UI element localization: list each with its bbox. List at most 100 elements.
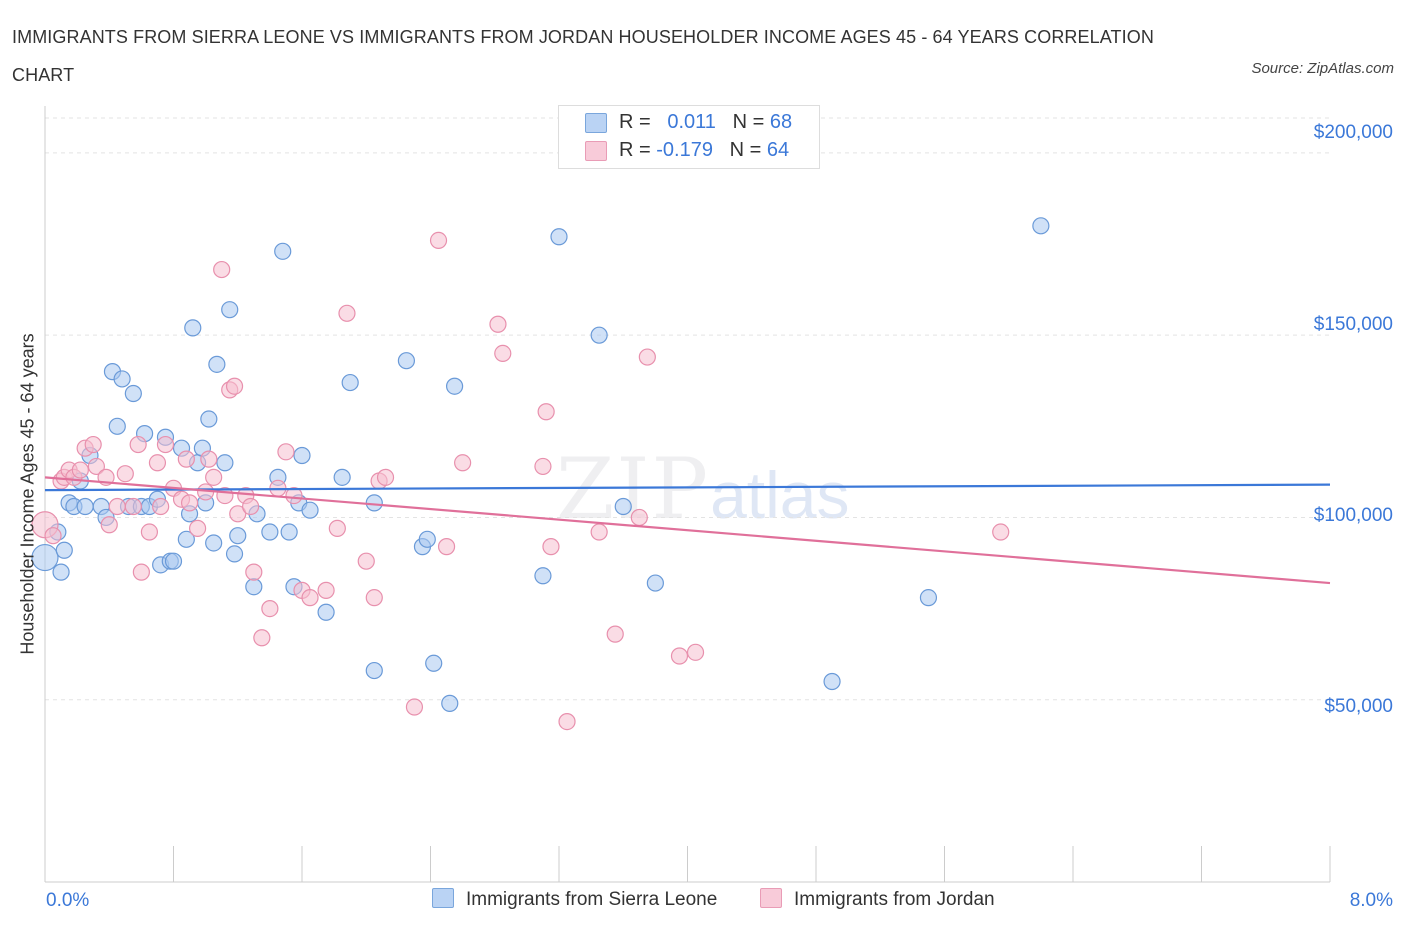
point-sierra-leone-59 — [534, 567, 552, 585]
point-sierra-leone-47 — [301, 501, 319, 519]
point-sierra-leone-56 — [425, 654, 443, 672]
y-tick-label-150000: $150,000 — [1313, 314, 1393, 335]
point-sierra-leone-48 — [317, 603, 335, 621]
point-jordan-64 — [638, 348, 656, 366]
legend-n-value: 68 — [769, 111, 793, 133]
legend-n-value: 64 — [766, 139, 790, 161]
point-jordan-66 — [686, 643, 705, 661]
point-jordan-38 — [261, 599, 279, 618]
point-sierra-leone-63 — [646, 574, 664, 592]
point-sierra-leone-3 — [55, 541, 73, 559]
point-jordan-59 — [542, 538, 560, 556]
point-sierra-leone-13 — [113, 370, 131, 388]
point-jordan-47 — [357, 552, 375, 570]
source-label: Source: ZipAtlas.com — [1251, 60, 1394, 77]
y-tick-label-50000: $50,000 — [1324, 696, 1393, 717]
point-sierra-leone-27 — [184, 319, 202, 337]
point-jordan-63 — [630, 508, 648, 527]
point-jordan-20 — [156, 435, 175, 454]
legend-label-jordan: Immigrants from Jordan — [794, 889, 995, 910]
point-jordan-27 — [200, 450, 218, 468]
point-jordan-40 — [277, 443, 295, 461]
point-jordan-53 — [437, 538, 456, 556]
point-sierra-leone-50 — [341, 373, 359, 392]
legend-row-sierra-leone: R = 0.011 N = 68 — [585, 111, 792, 137]
point-jordan-8 — [84, 435, 102, 454]
point-sierra-leone-37 — [229, 527, 247, 545]
x-tick-label-min: 0.0% — [46, 890, 90, 911]
point-jordan-16 — [132, 563, 150, 581]
point-jordan-54 — [454, 454, 472, 472]
point-jordan-14 — [124, 497, 142, 516]
point-sierra-leone-36 — [225, 545, 244, 563]
legend-r-label: R = — [619, 139, 651, 161]
point-jordan-52 — [429, 231, 448, 249]
point-sierra-leone-58 — [445, 377, 464, 395]
point-jordan-18 — [148, 454, 167, 472]
legend-row-jordan: R = -0.179 N = 64 — [585, 139, 789, 165]
point-jordan-46 — [338, 304, 356, 322]
point-jordan-67 — [992, 523, 1010, 541]
legend-r-value: 0.011 — [667, 111, 716, 133]
point-sierra-leone-7 — [76, 497, 94, 516]
point-jordan-55 — [489, 315, 507, 333]
trendline-sierra-leone — [44, 483, 1331, 492]
y-tick-label-100000: $100,000 — [1313, 505, 1393, 526]
point-jordan-11 — [100, 516, 118, 534]
y-axis-label: Householder Income Ages 45 - 64 years — [17, 333, 38, 655]
point-jordan-29 — [213, 260, 231, 279]
point-jordan-62 — [606, 625, 624, 643]
point-jordan-25 — [188, 519, 207, 537]
legend-n-label: N = — [732, 111, 765, 133]
legend-swatch-blue — [432, 888, 454, 908]
legend-swatch-blue — [585, 112, 607, 133]
point-jordan-6 — [71, 461, 89, 479]
point-jordan-48 — [365, 589, 383, 607]
trendline-jordan — [44, 476, 1331, 585]
point-jordan-41 — [285, 486, 303, 505]
x-tick-label-max: 8.0% — [1349, 890, 1393, 911]
point-sierra-leone-31 — [200, 410, 218, 428]
point-jordan-43 — [301, 589, 319, 607]
point-jordan-17 — [140, 523, 159, 541]
point-jordan-61 — [590, 523, 608, 541]
point-jordan-33 — [229, 505, 247, 523]
point-sierra-leone-49 — [333, 468, 351, 486]
legend-r-label: R = — [619, 111, 651, 133]
point-sierra-leone-53 — [397, 352, 416, 370]
point-sierra-leone-2 — [52, 563, 70, 581]
point-sierra-leone-34 — [216, 454, 234, 472]
point-sierra-leone-35 — [221, 301, 239, 319]
point-jordan-13 — [116, 465, 134, 483]
point-jordan-15 — [129, 435, 147, 454]
point-sierra-leone-40 — [261, 523, 279, 541]
point-sierra-leone-57 — [441, 694, 459, 712]
point-jordan-23 — [177, 450, 195, 468]
legend-swatch-pink — [585, 140, 607, 161]
y-tick-label-200000: $200,000 — [1313, 122, 1393, 143]
point-sierra-leone-0 — [31, 543, 59, 572]
point-sierra-leone-43 — [280, 523, 298, 541]
point-sierra-leone-15 — [124, 384, 142, 403]
point-jordan-37 — [253, 629, 271, 647]
point-sierra-leone-42 — [274, 242, 292, 260]
point-sierra-leone-60 — [550, 228, 568, 246]
legend-swatch-pink — [760, 888, 782, 908]
point-sierra-leone-33 — [208, 355, 226, 373]
legend-item-jordan: Immigrants from Jordan — [760, 888, 995, 911]
point-jordan-56 — [494, 344, 512, 363]
point-jordan-35 — [242, 497, 260, 516]
point-jordan-58 — [537, 403, 555, 421]
point-jordan-57 — [534, 457, 552, 476]
legend-r-value: -0.179 — [656, 139, 713, 161]
point-sierra-leone-55 — [418, 530, 436, 548]
point-jordan-65 — [670, 647, 689, 665]
point-jordan-19 — [152, 497, 170, 516]
point-sierra-leone-65 — [919, 589, 938, 607]
point-sierra-leone-52 — [365, 661, 383, 680]
point-sierra-leone-64 — [823, 672, 841, 691]
point-jordan-51 — [405, 698, 424, 716]
point-sierra-leone-25 — [177, 530, 195, 548]
point-sierra-leone-32 — [205, 534, 223, 552]
point-jordan-24 — [180, 494, 199, 512]
